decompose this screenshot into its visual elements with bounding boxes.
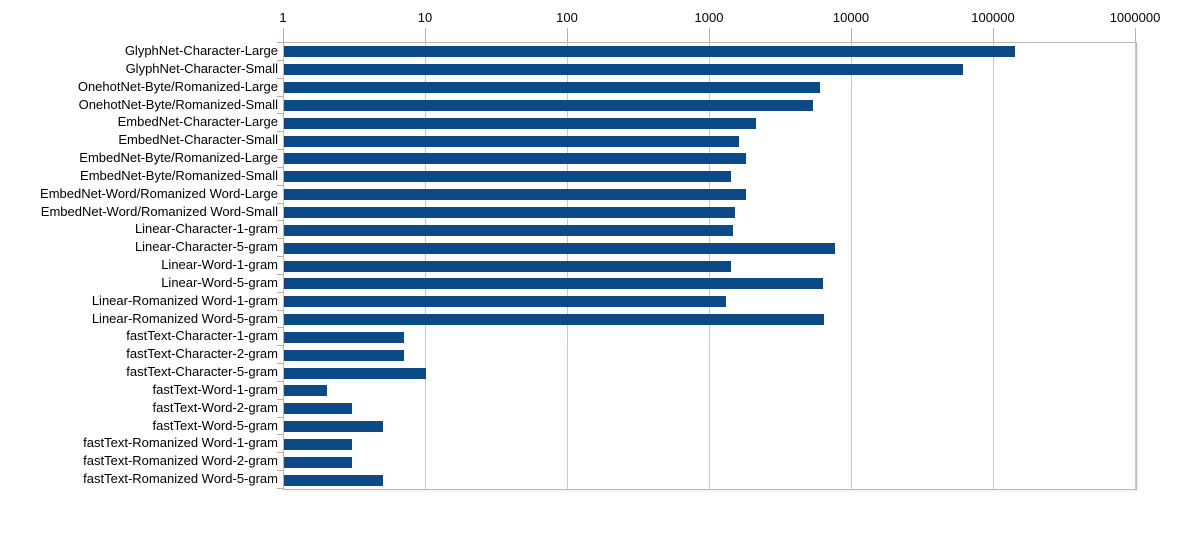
bar [284, 278, 823, 290]
bar [284, 314, 824, 326]
bar [284, 331, 404, 343]
x-axis-tick-label: 100 [556, 10, 578, 25]
bar [284, 296, 727, 308]
y-axis-tick-mark [277, 345, 283, 347]
y-axis-tick-mark [277, 77, 283, 79]
bar [284, 349, 404, 361]
category-label: EmbedNet-Byte/Romanized-Large [79, 150, 278, 166]
category-label: fastText-Word-1-gram [152, 381, 278, 397]
category-label: EmbedNet-Character-Large [117, 114, 278, 130]
bar [284, 403, 352, 415]
y-axis-tick-mark [277, 184, 283, 186]
x-axis-tick-mark [993, 28, 994, 42]
category-label: fastText-Word-5-gram [152, 417, 278, 433]
y-axis-tick-mark [277, 59, 283, 61]
gridline [1135, 43, 1136, 489]
bar [284, 474, 384, 486]
category-label: fastText-Romanized Word-2-gram [83, 453, 278, 469]
category-label: fastText-Romanized Word-1-gram [83, 435, 278, 451]
bar [284, 171, 731, 183]
category-label: EmbedNet-Word/Romanized Word-Small [40, 203, 278, 219]
y-axis-tick-mark [277, 220, 283, 222]
y-axis-tick-mark [277, 166, 283, 168]
x-axis-tick-mark [567, 28, 568, 42]
y-axis-tick-mark [277, 131, 283, 133]
bar [284, 421, 384, 433]
bar [284, 99, 813, 111]
x-axis-tick-mark [425, 28, 426, 42]
y-axis-labels: GlyphNet-Character-Large GlyphNet-Charact… [0, 42, 283, 489]
y-axis-tick-mark [277, 238, 283, 240]
bar [284, 385, 327, 397]
x-axis-tick-label: 1000000 [1109, 10, 1161, 25]
category-label: GlyphNet-Character-Small [125, 60, 278, 76]
category-label: EmbedNet-Character-Small [118, 132, 278, 148]
bar [284, 224, 733, 236]
bar [284, 367, 426, 379]
x-axis-tick-label: 1 [279, 10, 287, 25]
category-label: Linear-Word-1-gram [161, 257, 278, 273]
y-axis-tick-mark [277, 42, 283, 43]
y-axis-tick-mark [277, 363, 283, 365]
y-axis-tick-mark [277, 434, 283, 436]
x-axis-tick-mark [851, 28, 852, 42]
y-axis-tick-mark [277, 488, 283, 489]
category-label: EmbedNet-Byte/Romanized-Small [80, 167, 278, 183]
y-axis-tick-mark [277, 470, 283, 472]
bar [284, 64, 963, 76]
y-axis-tick-mark [277, 149, 283, 151]
bar [284, 82, 820, 94]
category-label: fastText-Character-2-gram [126, 346, 278, 362]
gridline [851, 43, 852, 489]
category-label: fastText-Character-1-gram [126, 328, 278, 344]
category-label: GlyphNet-Character-Large [124, 43, 278, 58]
bar [284, 46, 1015, 58]
y-axis-tick-mark [277, 113, 283, 115]
x-axis-tick-label: 10 [417, 10, 433, 25]
bar [284, 242, 836, 254]
category-label: EmbedNet-Word/Romanized Word-Large [40, 185, 278, 201]
y-axis-tick-mark [277, 95, 283, 97]
category-label: Linear-Romanized Word-1-gram [91, 292, 278, 308]
bar [284, 456, 352, 468]
bar [284, 438, 352, 450]
bar [284, 206, 735, 218]
y-axis-tick-mark [277, 398, 283, 400]
y-axis-tick-mark [277, 327, 283, 329]
category-label: Linear-Word-5-gram [161, 274, 278, 290]
y-axis-tick-mark [277, 309, 283, 311]
bar [284, 135, 739, 147]
category-label: fastText-Word-2-gram [152, 399, 278, 415]
bar [284, 153, 747, 165]
x-axis-tick-mark [283, 28, 284, 42]
x-axis-tick-mark [709, 28, 710, 42]
category-label: fastText-Character-5-gram [126, 364, 278, 380]
x-axis-tick-label: 10000 [832, 10, 870, 25]
gridline [993, 43, 994, 489]
x-axis-tick-mark [1135, 28, 1136, 42]
x-axis-tick-label: 1000 [694, 10, 724, 25]
category-label: Linear-Romanized Word-5-gram [91, 310, 278, 326]
y-axis-tick-mark [277, 273, 283, 275]
bar [284, 189, 747, 201]
y-axis-tick-mark [277, 291, 283, 293]
bar [284, 117, 756, 129]
category-label: fastText-Romanized Word-5-gram [83, 471, 278, 487]
plot-area [283, 42, 1137, 490]
y-axis-tick-mark [277, 202, 283, 204]
category-label: Linear-Character-1-gram [134, 221, 278, 237]
category-label: Linear-Character-5-gram [134, 239, 278, 255]
y-axis-tick-mark [277, 452, 283, 454]
category-label: OnehotNet-Byte/Romanized-Large [77, 78, 278, 94]
x-axis-tick-label: 100000 [971, 10, 1015, 25]
y-axis-tick-mark [277, 380, 283, 382]
y-axis-tick-mark [277, 416, 283, 418]
y-axis-tick-mark [277, 256, 283, 258]
category-label: OnehotNet-Byte/Romanized-Small [78, 96, 278, 112]
bar [284, 260, 731, 272]
